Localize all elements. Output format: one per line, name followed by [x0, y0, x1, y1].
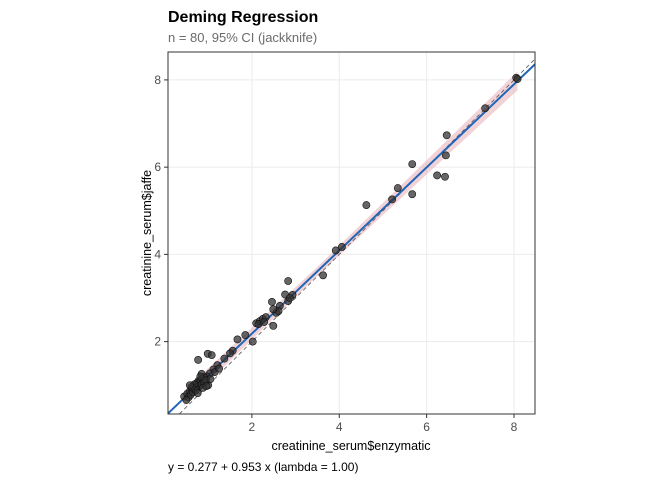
data-point — [319, 271, 328, 280]
chart-title: Deming Regression — [168, 9, 318, 26]
data-point — [441, 172, 449, 181]
panel-border — [167, 51, 536, 415]
data-point — [388, 195, 397, 204]
data-point — [215, 364, 224, 373]
x-tick-label: 4 — [336, 420, 343, 434]
data-point — [248, 337, 257, 346]
data-point — [182, 396, 191, 404]
data-point — [408, 190, 417, 199]
y-axis-label: creatinine_serum$jaffe — [140, 170, 154, 296]
data-point — [202, 382, 211, 390]
x-tick-label: 8 — [511, 420, 518, 434]
data-point — [513, 75, 522, 83]
data-point — [268, 298, 276, 306]
data-point — [433, 171, 442, 180]
y-tick-label: 8 — [154, 73, 161, 87]
x-tick-label: 2 — [249, 420, 256, 434]
data-point — [393, 184, 402, 192]
gridlines — [168, 52, 535, 414]
data-point — [284, 277, 293, 285]
data-point — [260, 318, 269, 326]
data-point — [226, 349, 234, 358]
data-point — [207, 351, 216, 360]
data-point — [337, 243, 346, 251]
axis-ticks: 2 4 6 8 2 4 6 8 — [154, 73, 517, 434]
regression-caption: y = 0.277 + 0.953 x (lambda = 1.00) — [168, 460, 358, 474]
data-point — [233, 335, 242, 344]
data-point — [196, 372, 205, 381]
data-point — [269, 321, 278, 330]
identity-line — [179, 58, 536, 415]
data-point — [194, 356, 203, 364]
chart-subtitle: n = 80, 95% CI (jackknife) — [168, 30, 317, 45]
data-point — [331, 246, 340, 255]
data-point — [441, 151, 450, 160]
data-point — [442, 131, 451, 140]
data-point — [285, 294, 294, 302]
data-point — [408, 160, 417, 168]
data-point — [241, 331, 250, 339]
data-points — [180, 73, 522, 404]
y-tick-label: 4 — [154, 247, 161, 261]
data-point — [206, 375, 215, 384]
x-axis-label: creatinine_serum$enzymatic — [271, 439, 430, 453]
data-point — [185, 381, 194, 390]
x-tick-label: 6 — [423, 420, 430, 434]
data-point — [220, 354, 229, 363]
y-tick-label: 2 — [154, 335, 161, 349]
data-point — [193, 389, 202, 397]
data-point — [269, 305, 278, 314]
y-tick-label: 6 — [154, 160, 161, 174]
data-point — [362, 201, 371, 209]
data-point — [481, 104, 490, 113]
